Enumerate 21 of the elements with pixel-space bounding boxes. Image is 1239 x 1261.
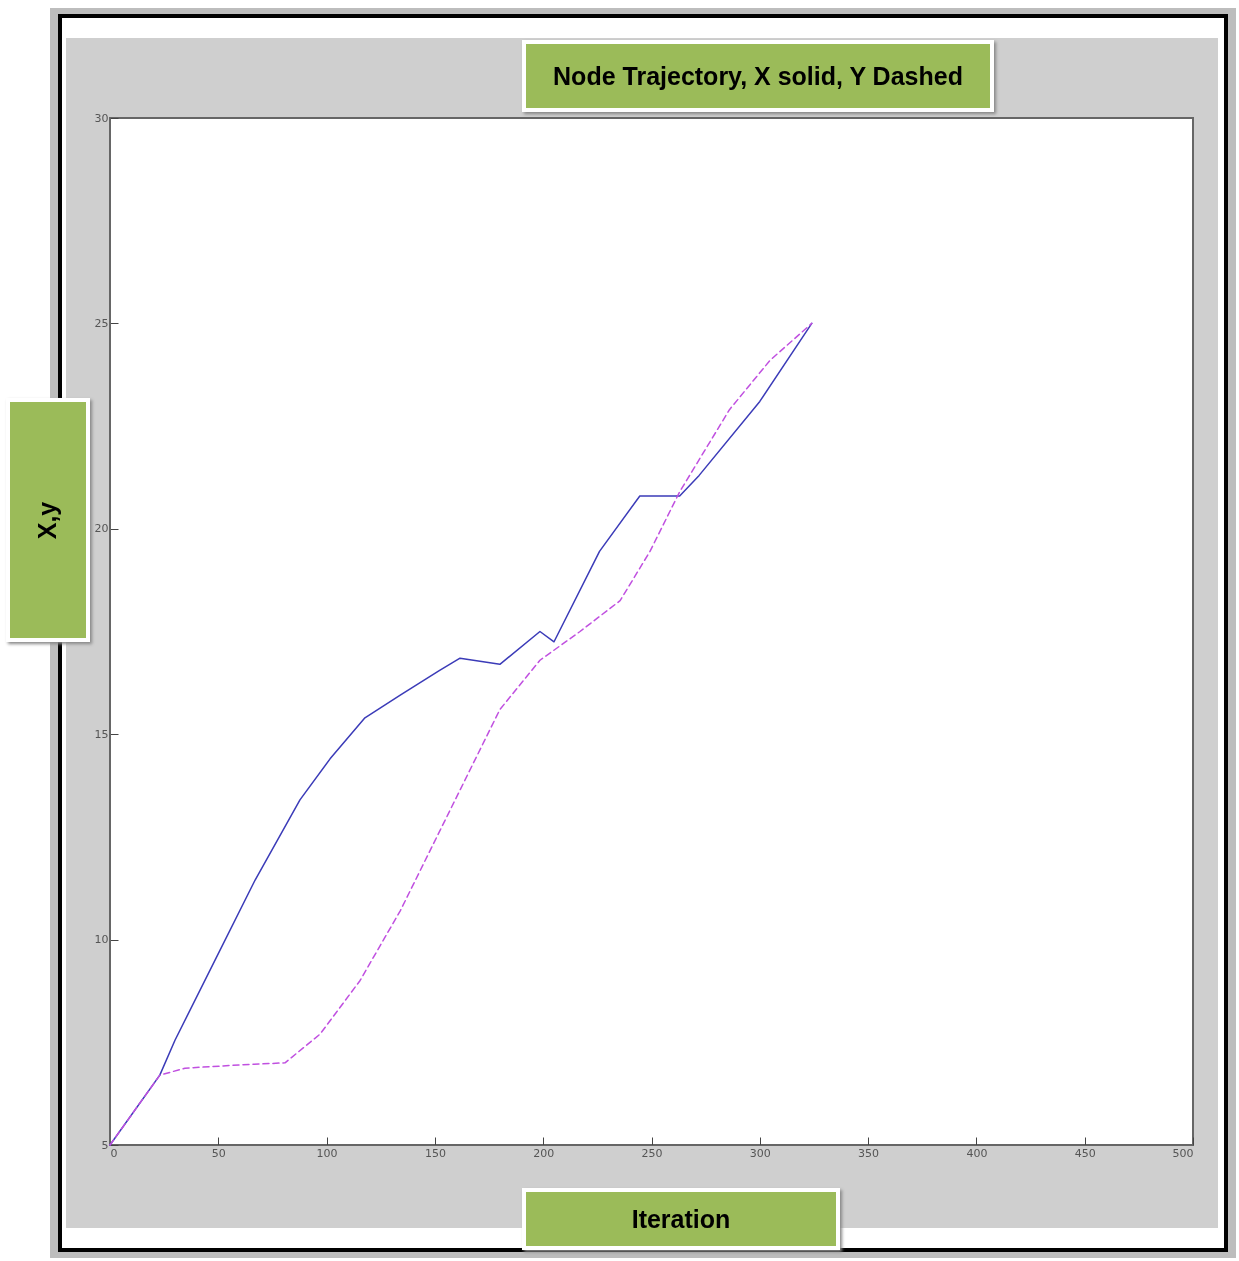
chart-title: Node Trajectory, X solid, Y Dashed <box>522 40 994 112</box>
x-tick-label: 500 <box>1172 1146 1194 1160</box>
x-tick-label: 0 <box>110 1146 118 1160</box>
x-tick-label: 100 <box>316 1146 338 1160</box>
y-tick-label: 30 <box>94 111 109 125</box>
x-tick-label: 150 <box>424 1146 446 1160</box>
x-tick-label: 50 <box>211 1146 226 1160</box>
y-tick-label: 10 <box>94 933 109 947</box>
x-tick-label: 250 <box>641 1146 663 1160</box>
line-series <box>109 322 813 1146</box>
y-axis-title: X,y <box>33 501 63 539</box>
x-tick-label: 200 <box>533 1146 555 1160</box>
y-tick-label: 5 <box>101 1138 109 1152</box>
x-tick-label: 350 <box>858 1146 880 1160</box>
y-tick-label: 15 <box>94 727 109 741</box>
x-tick-label: 300 <box>749 1146 771 1160</box>
x-axis-title: Iteration <box>522 1188 840 1250</box>
y-tick-label: 20 <box>94 522 109 536</box>
y-tick-label: 25 <box>94 316 109 330</box>
x-tick-label: 400 <box>966 1146 988 1160</box>
x-tick-label: 450 <box>1074 1146 1096 1160</box>
